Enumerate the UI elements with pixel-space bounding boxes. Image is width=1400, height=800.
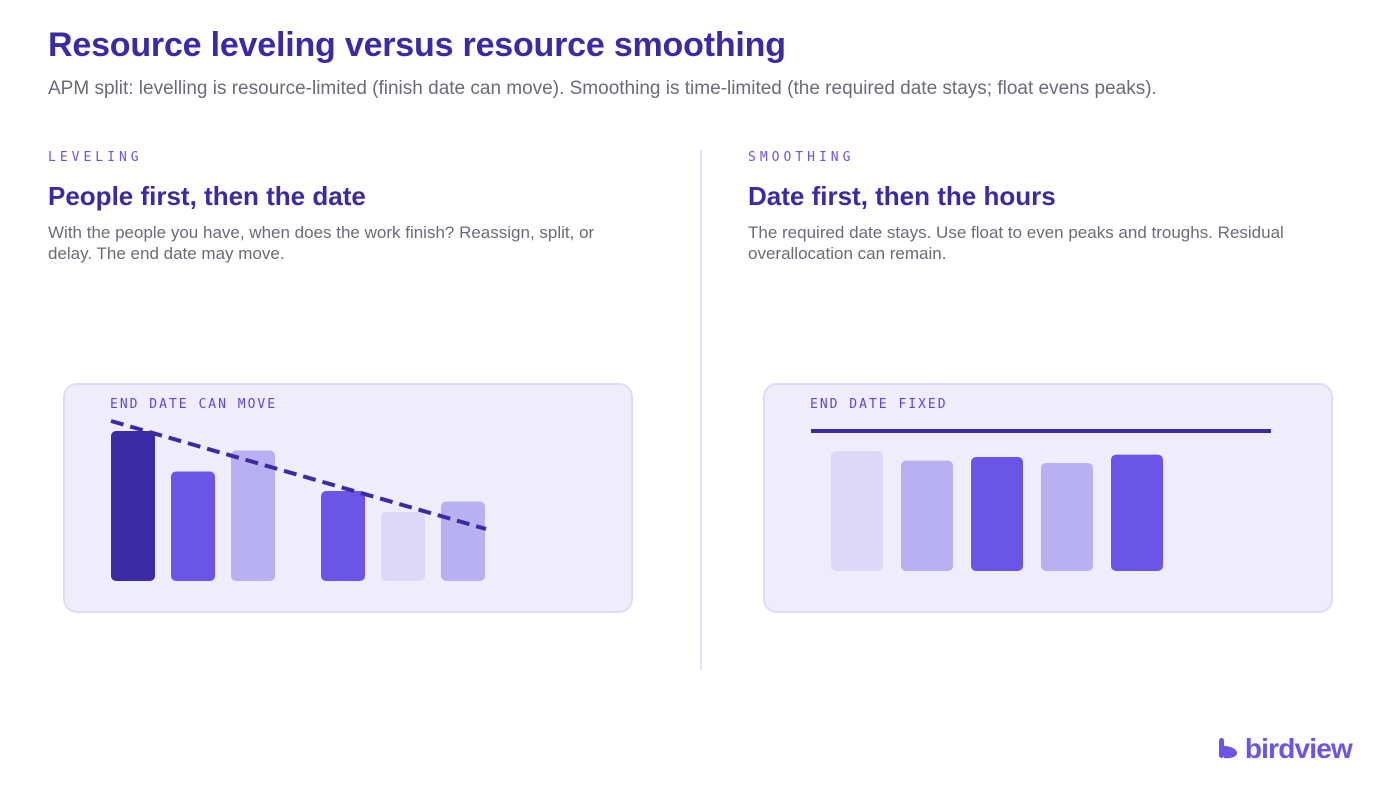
birdview-logo-text: birdview	[1244, 733, 1353, 764]
leveling-heading: People first, then the date	[48, 181, 366, 211]
leveling-description: With the people you have, when does the …	[48, 223, 595, 263]
smoothing-panel: SMOOTHING Date first, then the hours The…	[748, 150, 1348, 264]
smoothing-diagram-card: END DATE FIXED	[763, 383, 1333, 613]
smoothing-bar	[831, 451, 883, 571]
leveling-diagram	[110, 419, 487, 581]
smoothing-bar	[1041, 463, 1093, 571]
smoothing-card-label: END DATE FIXED	[810, 397, 948, 412]
smoothing-heading: Date first, then the hours	[748, 181, 1056, 211]
birdview-logo: birdview	[1217, 733, 1353, 765]
leveling-eyebrow: LEVELING	[48, 150, 143, 165]
smoothing-description: The required date stays. Use float to ev…	[748, 223, 1284, 263]
page-subtitle: APM split: levelling is resource-limited…	[48, 78, 1157, 99]
end-date-trend-line	[110, 419, 487, 531]
leveling-panel: LEVELING People first, then the date Wit…	[48, 150, 648, 264]
leveling-diagram-card: END DATE CAN MOVE	[63, 383, 633, 613]
leveling-bar	[441, 501, 485, 581]
smoothing-bar	[971, 457, 1023, 571]
page-title: Resource leveling versus resource smooth…	[48, 26, 786, 64]
birdview-logo-icon	[1218, 738, 1237, 759]
leveling-card-label: END DATE CAN MOVE	[110, 397, 278, 412]
leveling-bar	[321, 491, 365, 581]
leveling-bar	[171, 471, 215, 581]
leveling-bar	[231, 450, 275, 581]
panel-divider	[700, 150, 702, 670]
leveling-bar	[381, 512, 425, 581]
smoothing-diagram	[811, 429, 1271, 571]
leveling-bar	[111, 431, 155, 581]
smoothing-bar	[901, 460, 953, 571]
smoothing-bar	[1111, 454, 1163, 571]
smoothing-eyebrow: SMOOTHING	[748, 150, 855, 165]
